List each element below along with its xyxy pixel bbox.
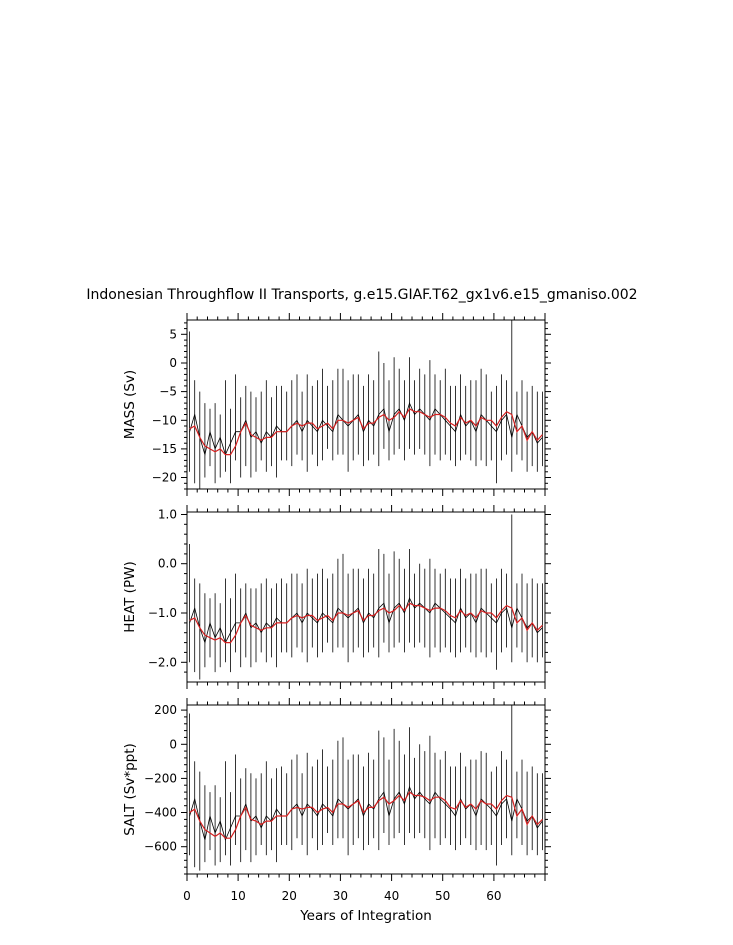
salt-y-tick-label: −600 (144, 840, 177, 854)
mass-y-tick-label: −10 (152, 413, 177, 427)
x-tick-label: 60 (486, 889, 501, 903)
mass-y-tick-label: −15 (152, 442, 177, 456)
mass-mean-line (189, 407, 543, 456)
mass-y-tick-label: −20 (152, 471, 177, 485)
mass-y-tick-label: −5 (159, 385, 177, 399)
heat-y-tick-label: −2.0 (148, 655, 177, 669)
salt-panel: 200 0 −200 −400 −600 SALT (Sv*ppt) (122, 698, 551, 881)
salt-y-tick-label: −200 (144, 771, 177, 785)
heat-y-tick-label: 1.0 (158, 508, 177, 522)
x-tick-label: 30 (333, 889, 348, 903)
x-tick-label: 50 (435, 889, 450, 903)
mass-y-tick-label: 5 (169, 327, 177, 341)
mass-y-axis-title: MASS (Sv) (122, 370, 138, 439)
x-tick-label: 20 (282, 889, 297, 903)
salt-y-tick-label: 200 (154, 703, 177, 717)
salt-mean-line (189, 791, 543, 839)
heat-y-axis-title: HEAT (PW) (122, 561, 138, 632)
mass-raw-series (189, 320, 543, 489)
x-tick-label: 40 (384, 889, 399, 903)
salt-y-axis-title: SALT (Sv*ppt) (122, 743, 138, 836)
heat-raw-series (189, 514, 543, 680)
x-tick-label: 10 (230, 889, 245, 903)
x-axis: 0 10 20 30 40 50 60 (183, 889, 501, 903)
figure-title: Indonesian Throughflow II Transports, g.… (86, 287, 637, 303)
salt-plot-frame (186, 704, 546, 875)
heat-plot-frame (186, 511, 546, 683)
salt-y-tick-label: 0 (169, 737, 177, 751)
x-tick-label: 0 (183, 889, 191, 903)
heat-y-tick-label: −1.0 (148, 606, 177, 620)
salt-raw-series (189, 705, 543, 871)
x-axis-title: Years of Integration (299, 908, 432, 924)
salt-y-tick-label: −400 (144, 806, 177, 820)
heat-panel: 1.0 0.0 −1.0 −2.0 HEAT (PW) (122, 505, 551, 689)
mass-y-tick-label: 0 (169, 356, 177, 370)
mass-panel: 5 0 −5 −10 −15 −20 MASS (Sv) (122, 313, 551, 496)
heat-y-tick-label: 0.0 (158, 557, 177, 571)
heat-mean-line (189, 602, 543, 644)
mass-plot-frame (186, 319, 546, 490)
